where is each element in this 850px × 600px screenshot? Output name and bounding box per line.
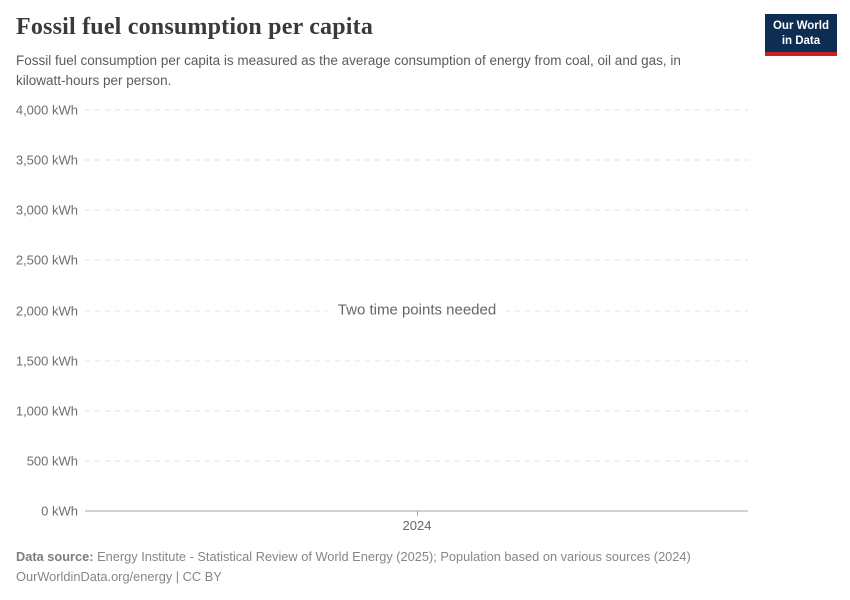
y-tick-label: 500 kWh <box>26 453 78 469</box>
plot-area: 4,000 kWh 3,500 kWh 3,000 kWh 2,500 kWh 2,00… <box>0 103 850 553</box>
y-gridline <box>85 410 748 412</box>
page-title: Fossil fuel consumption per capita <box>16 14 374 40</box>
chart-subtitle: Fossil fuel consumption per capita is me… <box>16 53 681 88</box>
y-gridline <box>85 159 748 161</box>
owid-logo: Our World in Data <box>764 14 837 57</box>
y-gridline-row: 3,000 kWh <box>0 203 748 218</box>
data-source-label: Data source: <box>16 549 94 564</box>
y-tick-label: 1,000 kWh <box>15 403 78 419</box>
license-line: OurWorldinData.org/energy | CC BY <box>16 569 222 584</box>
y-gridline-row: 500 kWh <box>0 453 748 468</box>
y-tick-label: 4,000 kWh <box>15 102 78 118</box>
y-tick-label: 3,500 kWh <box>15 152 78 168</box>
y-tick-label: 2,500 kWh <box>15 252 78 268</box>
y-gridline <box>85 360 748 362</box>
owid-logo-line2: in Data <box>781 34 821 47</box>
y-gridline-row: 0 kWh <box>0 504 748 519</box>
y-gridline <box>85 510 748 512</box>
empty-state-message: Two time points needed <box>327 299 507 321</box>
y-gridline <box>85 460 748 462</box>
y-gridline-row: 1,500 kWh <box>0 353 748 368</box>
y-gridline-row: 2,500 kWh <box>0 253 748 268</box>
data-source-text: Energy Institute - Statistical Review of… <box>97 549 691 564</box>
y-tick-label: 3,000 kWh <box>15 202 78 218</box>
y-gridline <box>85 259 748 261</box>
y-gridline-row: 4,000 kWh <box>0 103 748 118</box>
y-gridline-row: 1,000 kWh <box>0 403 748 418</box>
y-gridline-row: 3,500 kWh <box>0 153 748 168</box>
data-source-line: Data source: Energy Institute - Statisti… <box>16 547 816 567</box>
y-tick-label: 0 kWh <box>41 503 78 519</box>
x-tick-label: 2024 <box>402 518 432 533</box>
chart-footer: Data source: Energy Institute - Statisti… <box>16 547 816 587</box>
y-gridline <box>85 209 748 211</box>
owid-logo-line1: Our World <box>772 20 829 32</box>
y-gridline <box>85 109 748 111</box>
y-tick-label: 1,500 kWh <box>15 353 78 369</box>
y-tick-label: 2,000 kWh <box>15 303 78 318</box>
x-axis-tick <box>417 511 418 516</box>
